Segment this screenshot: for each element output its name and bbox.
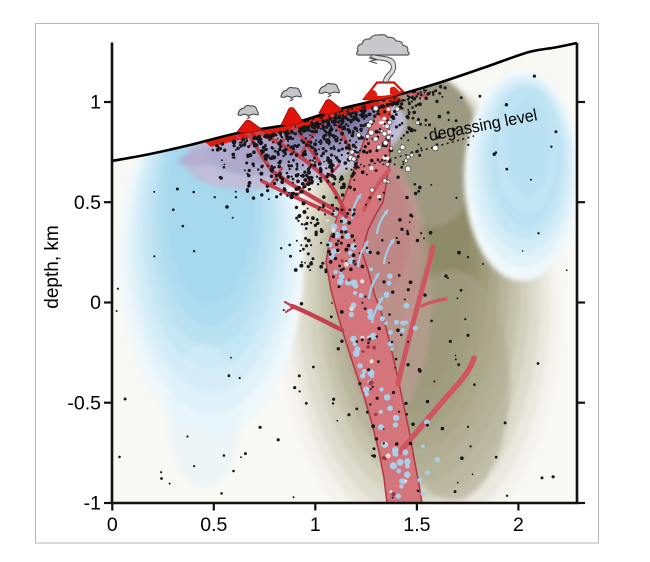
svg-text:0.5: 0.5 <box>200 514 227 536</box>
svg-text:1.5: 1.5 <box>403 514 430 536</box>
svg-text:-1: -1 <box>84 493 101 515</box>
svg-text:-0.5: -0.5 <box>67 392 101 414</box>
svg-text:0.5: 0.5 <box>74 192 101 214</box>
svg-text:1: 1 <box>310 514 321 536</box>
svg-text:depth, km: depth, km <box>42 225 63 308</box>
svg-text:0: 0 <box>107 514 118 536</box>
svg-text:1: 1 <box>90 92 101 114</box>
svg-text:2: 2 <box>513 514 524 536</box>
svg-text:0: 0 <box>90 292 101 314</box>
